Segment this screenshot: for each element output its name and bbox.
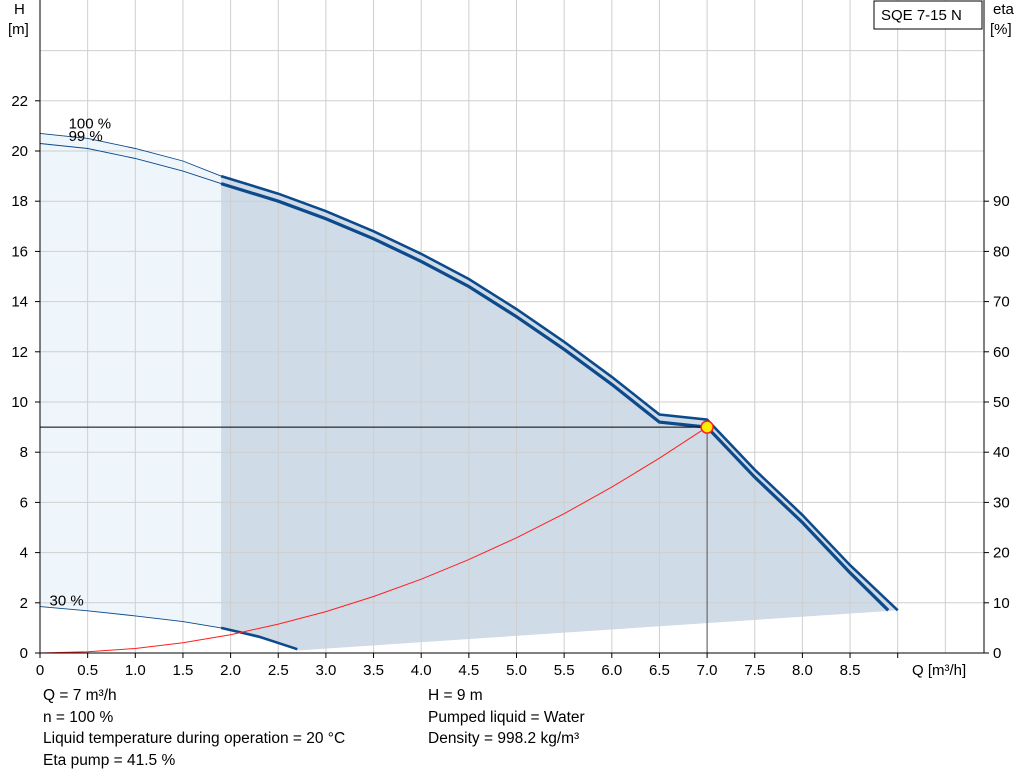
info-density: Density = 998.2 kg/m³ xyxy=(428,730,580,747)
curve-99-percent xyxy=(220,182,890,612)
x-tick-label: 8.0 xyxy=(792,662,813,679)
y-right-tick-label: 80 xyxy=(993,243,1010,260)
info-pumped-liquid: Pumped liquid = Water xyxy=(428,708,585,726)
duty-point-layer xyxy=(700,420,714,434)
curve-annotation: 100 % xyxy=(69,115,112,132)
x-tick-label: 2.5 xyxy=(268,662,289,679)
operating-info-left: Q = 7 m³/h n = 100 % Liquid temperature … xyxy=(43,685,345,771)
curve-layer xyxy=(39,132,899,654)
y-left-tick-label: 20 xyxy=(11,143,28,160)
curve-100-percent xyxy=(220,174,899,612)
x-tick-label: 5.0 xyxy=(506,662,527,679)
y-right-tick-label: 50 xyxy=(993,394,1010,411)
y-right-title-line2: [%] xyxy=(990,21,1012,38)
low-speed-region xyxy=(40,133,222,628)
info-eta-pump: Eta pump = 41.5 % xyxy=(43,751,176,769)
chart-title: SQE 7-15 N xyxy=(881,7,962,24)
curve-annotation: 30 % xyxy=(50,592,84,609)
x-tick-label: 0 xyxy=(36,662,44,679)
y-left-tick-label: 22 xyxy=(11,93,28,110)
x-tick-label: 2.0 xyxy=(220,662,241,679)
x-tick-label: 3.5 xyxy=(363,662,384,679)
y-left-tick-label: 18 xyxy=(11,193,28,210)
y-left-tick-label: 0 xyxy=(20,645,28,662)
y-left-tick-label: 16 xyxy=(11,243,28,260)
y-left-tick-label: 2 xyxy=(20,595,28,612)
y-left-tick-label: 14 xyxy=(11,294,28,311)
info-liquid-temperature: Liquid temperature during operation = 20… xyxy=(43,730,346,747)
y-right-tick-label: 60 xyxy=(993,344,1010,361)
y-right-tick-label: 30 xyxy=(993,494,1010,511)
x-tick-label: 7.0 xyxy=(697,662,718,679)
info-head: H = 9 m xyxy=(428,687,483,704)
operating-info-right: H = 9 m Pumped liquid = Water Density = … xyxy=(428,685,585,750)
duty-point-marker xyxy=(700,420,714,434)
curve-100-percent-thin xyxy=(39,132,222,177)
x-tick-label: 3.0 xyxy=(315,662,336,679)
x-tick-label: 8.5 xyxy=(840,662,861,679)
x-tick-label: 7.5 xyxy=(744,662,765,679)
curve-annotation: 99 % xyxy=(69,128,103,145)
x-tick-label: 0.5 xyxy=(77,662,98,679)
x-axis-title: Q [m³/h] xyxy=(912,662,966,679)
y-right-tick-label: 70 xyxy=(993,294,1010,311)
y-left-title-line1: H xyxy=(14,1,25,18)
y-left-tick-label: 4 xyxy=(20,545,28,562)
curve-annotations: 100 %99 % 30 % xyxy=(50,115,112,609)
y-left-tick-label: 10 xyxy=(11,394,28,411)
y-left-tick-label: 6 xyxy=(20,494,28,511)
info-flow: Q = 7 m³/h xyxy=(43,687,117,704)
y-left-title-line2: [m] xyxy=(8,21,29,38)
x-tick-label: 6.0 xyxy=(601,662,622,679)
title-frame xyxy=(873,0,983,30)
curve-99-percent-thin xyxy=(39,143,222,185)
x-tick-label: 6.5 xyxy=(649,662,670,679)
info-speed: n = 100 % xyxy=(43,708,114,726)
y-left-tick-label: 12 xyxy=(11,344,28,361)
curve-30-percent xyxy=(220,626,298,651)
y-right-title-line1: eta xyxy=(993,1,1015,18)
x-tick-label: 4.5 xyxy=(458,662,479,679)
y-right-tick-label: 0 xyxy=(993,645,1001,662)
operating-region-fills xyxy=(40,133,898,651)
system-curve xyxy=(39,426,708,654)
x-tick-label: 5.5 xyxy=(554,662,575,679)
left-axis-title: H [m] xyxy=(8,1,29,38)
y-right-tick-label: 40 xyxy=(993,444,1010,461)
tick-labels: 0 0.5 1.0 1.5 2.0 2.5 3.0 3.5 4.0 4.5 5.0 5.5 6.0 6.5… xyxy=(11,93,1009,679)
x-tick-label: 1.5 xyxy=(173,662,194,679)
operating-region xyxy=(221,176,898,651)
right-axis-title: eta [%] xyxy=(990,1,1015,38)
y-left-tick-label: 8 xyxy=(20,444,28,461)
curve-30-percent-thin xyxy=(39,606,222,629)
title-box: SQE 7-15 N xyxy=(873,0,983,30)
y-right-tick-label: 20 xyxy=(993,545,1010,562)
y-right-tick-label: 90 xyxy=(993,193,1010,210)
x-tick-label: 4.0 xyxy=(411,662,432,679)
axes-layer xyxy=(35,0,989,658)
x-tick-label: 1.0 xyxy=(125,662,146,679)
y-right-tick-label: 10 xyxy=(993,595,1010,612)
grid-lines xyxy=(39,0,984,653)
